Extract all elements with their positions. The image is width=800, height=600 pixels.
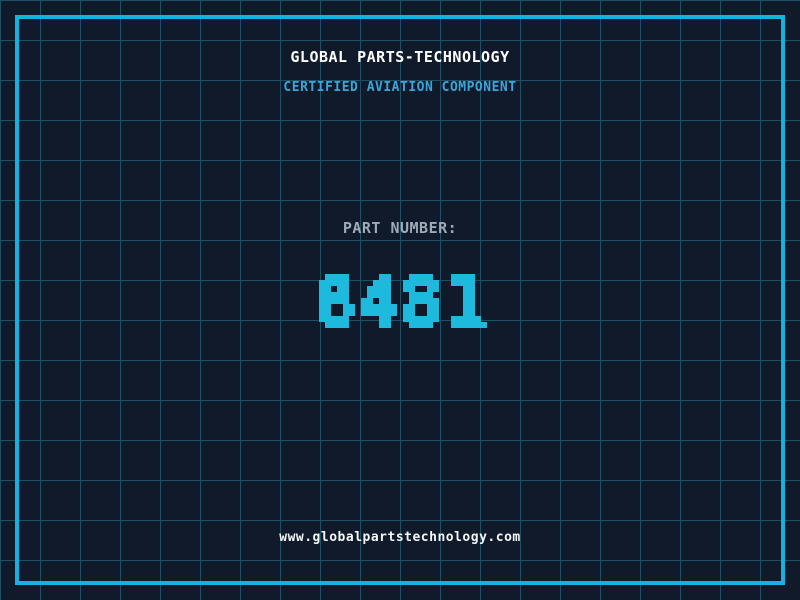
part-number-pixel-canvas (301, 250, 499, 352)
website-url: www.globalpartstechnology.com (279, 530, 521, 545)
part-number-label: PART NUMBER: (342, 219, 458, 237)
company-title: GLOBAL PARTS-TECHNOLOGY (290, 48, 510, 66)
certification-subtitle: CERTIFIED AVIATION COMPONENT (283, 80, 517, 95)
part-number-display (0, 250, 800, 352)
